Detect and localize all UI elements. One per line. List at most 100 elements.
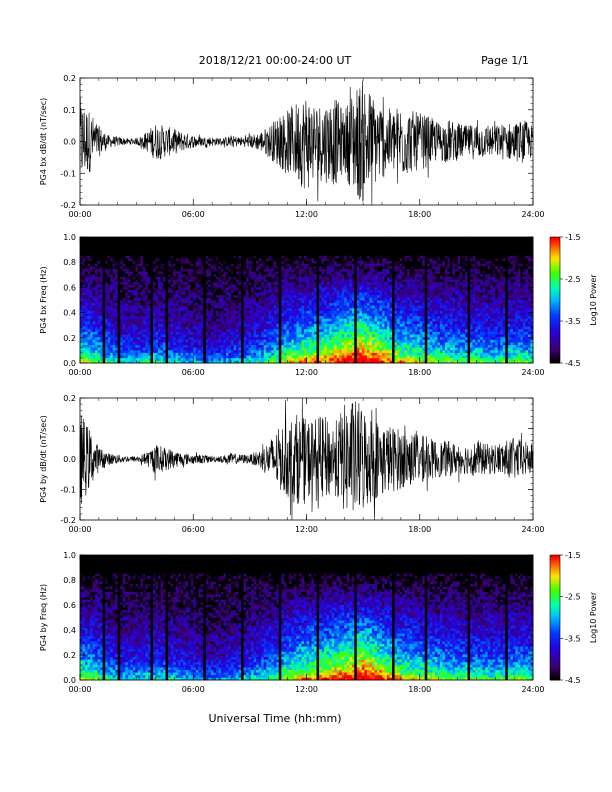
spectrogram-cell [95,279,98,282]
spectrogram-cell [324,332,327,335]
spectrogram-cell [317,305,320,308]
spectrogram-cell [226,300,229,303]
spectrogram-cell [163,353,166,356]
spectrogram-cell [279,297,282,300]
spectrogram-cell [251,316,254,319]
spectrogram-cell [216,255,219,258]
spectrogram-cell [98,297,101,300]
spectrogram-cell [226,255,229,258]
spectrogram-cell [183,276,186,279]
spectrogram-cell [309,300,312,303]
spectrogram-cell [183,358,186,361]
spectrogram-cell [166,308,169,311]
spectrogram-cell [108,321,111,324]
y-tick-label: 0.2 [63,74,76,83]
spectrogram-cell [319,342,322,345]
spectrogram-cell [201,297,204,300]
spectrogram-cell [317,297,320,300]
spectrogram-cell [123,355,126,358]
spectrogram-cell [150,350,153,353]
spectrogram-cell [211,347,214,350]
spectrogram-cell [188,339,191,342]
spectrogram-cell [312,284,315,287]
spectrogram-cell [118,240,121,243]
spectrogram-cell [110,290,113,293]
spectrogram-cell [176,316,179,319]
spectrogram-cell [294,355,297,358]
spectrogram-cell [329,266,332,269]
spectrogram-cell [276,253,279,256]
spectrogram-cell [153,329,156,332]
spectrogram-cell [128,253,131,256]
spectrogram-cell [304,334,307,337]
spectrogram-cell [203,253,206,256]
spectrogram-cell [138,297,141,300]
spectrogram-cell [153,242,156,245]
spectrogram-cell [145,250,148,253]
spectrogram-cell [181,324,184,327]
spectrogram-cell [123,279,126,282]
spectrogram-cell [138,332,141,335]
spectrogram-cell [226,271,229,274]
spectrogram-cell [171,290,174,293]
spectrogram-cell [254,355,257,358]
spectrogram-cell [88,321,91,324]
spectrogram-cell [266,334,269,337]
spectrogram-cell [150,276,153,279]
spectrogram-cell [168,255,171,258]
spectrogram-cell [304,279,307,282]
spectrogram-cell [135,329,138,332]
spectrogram-cell [322,269,325,272]
spectrogram-cell [259,282,262,285]
spectrogram-cell [115,274,118,277]
spectrogram-cell [251,321,254,324]
spectrogram-cell [332,345,335,348]
spectrogram-cell [90,324,93,327]
spectrogram-cell [322,318,325,321]
spectrogram-cell [329,261,332,264]
spectrogram-cell [314,311,317,314]
spectrogram-cell [138,287,141,290]
spectrogram-cell [85,274,88,277]
spectrogram-cell [236,313,239,316]
spectrogram-cell [276,297,279,300]
spectrogram-cell [110,255,113,258]
spectrogram-cell [289,345,292,348]
spectrogram-cell [150,321,153,324]
spectrogram-cell [312,297,315,300]
spectrogram-cell [244,240,247,243]
spectrogram-cell [317,342,320,345]
spectrogram-cell [223,358,226,361]
spectrogram-cell [322,279,325,282]
spectrogram-cell [156,324,159,327]
spectrogram-cell [138,250,141,253]
spectrogram-cell [130,353,133,356]
spectrogram-cell [115,311,118,314]
spectrogram-cell [163,339,166,342]
spectrogram-cell [259,245,262,248]
spectrogram-cell [123,313,126,316]
spectrogram-cell [319,240,322,243]
spectrogram-cell [314,355,317,358]
spectrogram-cell [264,266,267,269]
spectrogram-cell [236,276,239,279]
spectrogram-cell [286,276,289,279]
spectrogram-cell [254,263,257,266]
spectrogram-cell [176,311,179,314]
spectrogram-cell [156,353,159,356]
spectrogram-cell [85,242,88,245]
spectrogram-cell [196,339,199,342]
spectrogram-cell [244,313,247,316]
spectrogram-cell [296,290,299,293]
spectrogram-cell [236,311,239,314]
spectrogram-cell [213,263,216,266]
spectrogram-cell [239,337,242,340]
spectrogram-cell [234,266,237,269]
spectrogram-cell [98,355,101,358]
spectrogram-cell [256,313,259,316]
spectrogram-cell [327,337,330,340]
spectrogram-cell [128,261,131,264]
spectrogram-cell [100,274,103,277]
spectrogram-cell [284,263,287,266]
spectrogram-cell [276,279,279,282]
